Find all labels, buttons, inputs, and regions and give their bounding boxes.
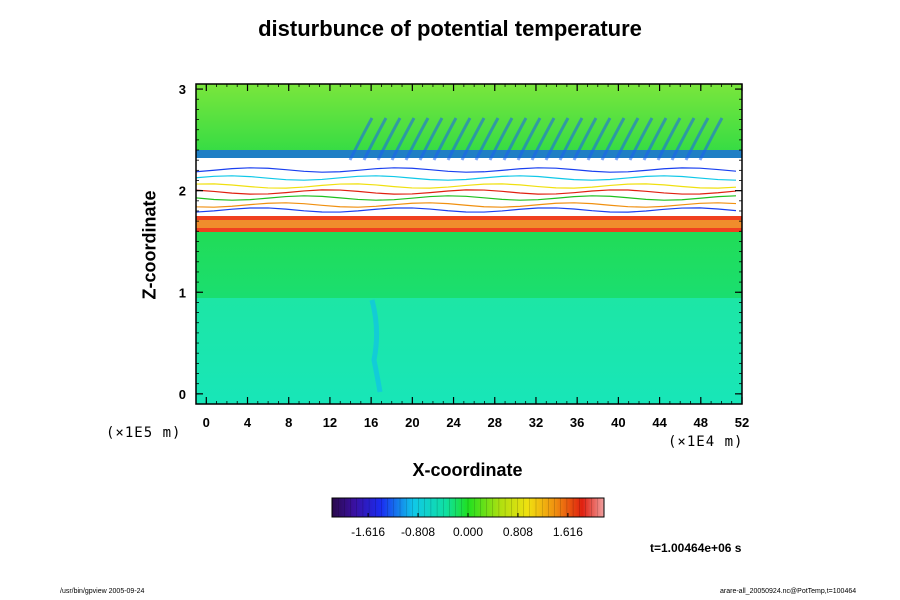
x-axis-unit: (×1E4 m) — [668, 434, 744, 450]
colorbar-tick-label: 1.616 — [553, 525, 583, 539]
wave-crest — [558, 117, 584, 161]
band-saturated — [196, 158, 742, 216]
wave-crest — [516, 117, 542, 161]
x-tick-label: 36 — [570, 415, 584, 430]
colorbar-tick-label: 0.808 — [503, 525, 533, 539]
colorbar-tick-label: -0.808 — [401, 525, 435, 539]
colorbar-tick-label: 0.000 — [453, 525, 483, 539]
band-lower — [196, 297, 742, 404]
wave-crest — [600, 117, 626, 161]
stratification-line — [196, 195, 737, 201]
z-tick-label: 1 — [179, 285, 186, 300]
x-tick-label: 28 — [488, 415, 502, 430]
wave-crest — [460, 117, 486, 161]
x-tick-label: 32 — [529, 415, 543, 430]
x-tick-label: 4 — [244, 415, 252, 430]
colorbar-tick-label: -1.616 — [351, 525, 385, 539]
stratification-line — [196, 202, 737, 208]
band-mid — [196, 228, 742, 298]
stratification-line — [196, 175, 737, 181]
plot-frame — [195, 83, 743, 405]
stratification-line — [196, 167, 737, 173]
wave-crest — [698, 117, 724, 161]
footer-right-text: arare-all_20050924.nc@PotTemp,t=100464 — [720, 588, 857, 595]
footer-left-text: /usr/bin/gpview 2005-09-24 — [60, 588, 145, 595]
wave-crest — [670, 117, 696, 161]
time-stamp: t=1.00464e+06 s — [650, 541, 742, 555]
colorbar-ticks: -1.616 -0.808 0.000 0.808 1.616 — [331, 498, 605, 539]
stratification-line — [196, 207, 737, 213]
wave-crest — [362, 117, 388, 161]
wave-crest — [390, 117, 416, 161]
wave-crest — [446, 117, 472, 161]
wave-crest — [628, 117, 654, 161]
heatmap-field — [196, 84, 742, 404]
stratification-line — [196, 183, 737, 189]
wave-crest — [530, 117, 556, 161]
x-axis-ticks: 0 4 8 12 16 20 24 28 32 36 40 44 48 52 — [195, 84, 749, 430]
wave-crest — [684, 117, 710, 161]
z-tick-label: 0 — [179, 387, 186, 402]
chart-title: disturbunce of potential temperature — [258, 16, 642, 41]
wave-crest — [404, 117, 430, 161]
wave-crest — [642, 117, 668, 161]
wave-crest — [502, 117, 528, 161]
wave-crest — [376, 117, 402, 161]
z-axis-label: Z-coordinate — [139, 190, 160, 300]
wave-crest — [614, 117, 640, 161]
z-tick-label: 2 — [179, 184, 186, 199]
x-tick-label: 24 — [446, 415, 461, 430]
wave-crest — [586, 117, 612, 161]
wave-crest — [544, 117, 570, 161]
wave-crest — [348, 117, 374, 161]
x-axis-label: X-coordinate — [412, 460, 523, 480]
x-tick-label: 48 — [694, 415, 708, 430]
x-tick-label: 8 — [285, 415, 292, 430]
stratification-line — [196, 189, 737, 195]
z-axis-ticks: 0 1 2 3 — [179, 82, 742, 402]
x-tick-label: 52 — [735, 415, 749, 430]
x-tick-label: 40 — [611, 415, 625, 430]
wave-crest — [418, 117, 444, 161]
stratification-lines — [196, 167, 737, 213]
plume-feature — [369, 299, 383, 393]
wave-crest — [474, 117, 500, 161]
z-tick-label: 3 — [179, 82, 186, 97]
x-tick-label: 16 — [364, 415, 378, 430]
x-tick-label: 44 — [652, 415, 667, 430]
x-tick-label: 20 — [405, 415, 419, 430]
wave-crest — [656, 117, 682, 161]
wave-crest — [572, 117, 598, 161]
x-tick-label: 0 — [203, 415, 210, 430]
colorbar: -1.616 -0.808 0.000 0.808 1.616 — [331, 497, 605, 539]
wave-crest — [488, 117, 514, 161]
wave-crest — [432, 117, 458, 161]
z-axis-unit: (×1E5 m) — [106, 425, 182, 441]
gravity-wave-lines — [348, 117, 724, 161]
x-tick-label: 12 — [323, 415, 337, 430]
